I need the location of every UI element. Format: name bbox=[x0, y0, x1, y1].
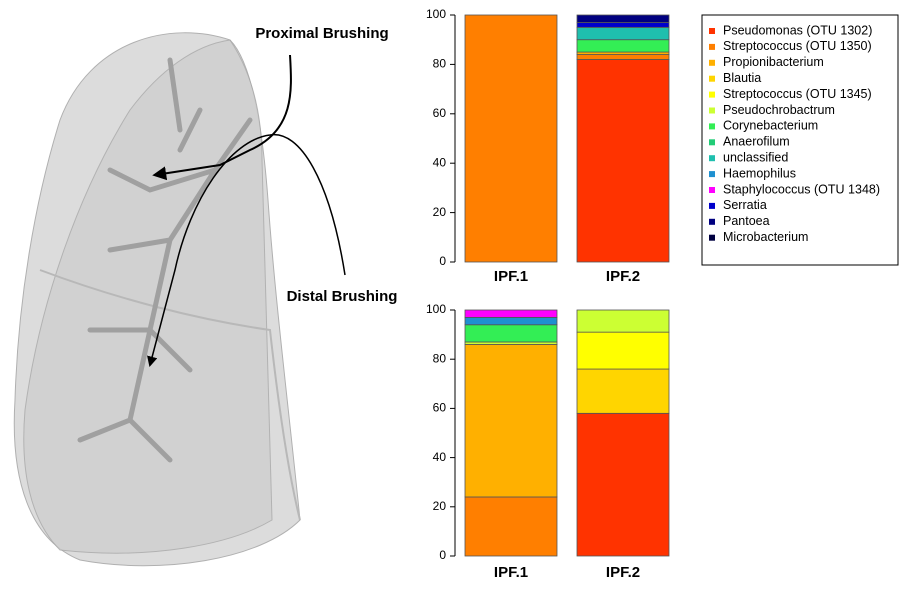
y-tick-label: 0 bbox=[439, 548, 446, 562]
legend-label: unclassified bbox=[723, 150, 788, 164]
bar-segment bbox=[577, 40, 669, 52]
x-tick-label: IPF.1 bbox=[494, 564, 528, 581]
legend-swatch bbox=[709, 139, 715, 145]
x-tick-label: IPF.1 bbox=[494, 268, 528, 285]
legend-label: Serratia bbox=[723, 198, 767, 212]
legend-swatch bbox=[709, 123, 715, 129]
figure: Proximal Brushing Distal Brushing Pseudo… bbox=[0, 0, 900, 587]
bar-segment bbox=[577, 22, 669, 27]
y-tick-label: 100 bbox=[426, 7, 446, 21]
legend-label: Haemophilus bbox=[723, 166, 796, 180]
legend-label: Anaerofilum bbox=[723, 135, 790, 149]
legend-swatch bbox=[709, 171, 715, 177]
legend-swatch bbox=[709, 219, 715, 225]
y-tick-label: 80 bbox=[433, 351, 447, 365]
bar-segment bbox=[577, 332, 669, 369]
y-tick-label: 100 bbox=[426, 302, 446, 316]
bar-segment bbox=[577, 310, 669, 332]
legend-label: Streptococcus (OTU 1350) bbox=[723, 39, 872, 53]
legend-label: Pantoea bbox=[723, 214, 770, 228]
bar-segment bbox=[577, 15, 669, 22]
legend-swatch bbox=[709, 187, 715, 193]
legend-swatch bbox=[709, 92, 715, 98]
y-tick-label: 80 bbox=[433, 57, 447, 71]
legend-label: Pseudochrobactrum bbox=[723, 103, 835, 117]
legend-label: Propionibacterium bbox=[723, 55, 824, 69]
legend-swatch bbox=[709, 155, 715, 161]
legend-label: Corynebacterium bbox=[723, 119, 818, 133]
legend-swatch bbox=[709, 108, 715, 114]
bar-segment bbox=[465, 497, 557, 556]
legend-swatch bbox=[709, 235, 715, 241]
legend-swatch bbox=[709, 76, 715, 82]
bar-segment bbox=[465, 15, 557, 262]
y-tick-label: 40 bbox=[433, 450, 447, 464]
legend-label: Staphylococcus (OTU 1348) bbox=[723, 182, 880, 196]
bar-segment bbox=[577, 369, 669, 413]
bar-segment bbox=[577, 27, 669, 39]
x-tick-label: IPF.2 bbox=[606, 564, 640, 581]
y-tick-label: 20 bbox=[433, 205, 447, 219]
bar-segment bbox=[465, 317, 557, 324]
x-tick-label: IPF.2 bbox=[606, 268, 640, 285]
y-tick-label: 40 bbox=[433, 155, 447, 169]
bar-segment bbox=[465, 310, 557, 317]
bar-segment bbox=[577, 413, 669, 556]
bar-segment bbox=[465, 325, 557, 342]
legend-label: Streptococcus (OTU 1345) bbox=[723, 87, 872, 101]
y-tick-label: 60 bbox=[433, 401, 447, 415]
annotation: Distal Brushing bbox=[287, 288, 398, 305]
legend-label: Pseudomonas (OTU 1302) bbox=[723, 23, 872, 37]
bar-segment bbox=[577, 59, 669, 262]
y-tick-label: 20 bbox=[433, 499, 447, 513]
legend-swatch bbox=[709, 60, 715, 66]
legend-swatch bbox=[709, 28, 715, 34]
legend-swatch bbox=[709, 203, 715, 209]
bar-segment bbox=[465, 344, 557, 497]
y-tick-label: 60 bbox=[433, 106, 447, 120]
y-tick-label: 0 bbox=[439, 254, 446, 268]
legend-swatch bbox=[709, 44, 715, 50]
legend-label: Microbacterium bbox=[723, 230, 808, 244]
bar-segment bbox=[577, 55, 669, 60]
annotation: Proximal Brushing bbox=[255, 25, 388, 42]
legend-label: Blautia bbox=[723, 71, 761, 85]
